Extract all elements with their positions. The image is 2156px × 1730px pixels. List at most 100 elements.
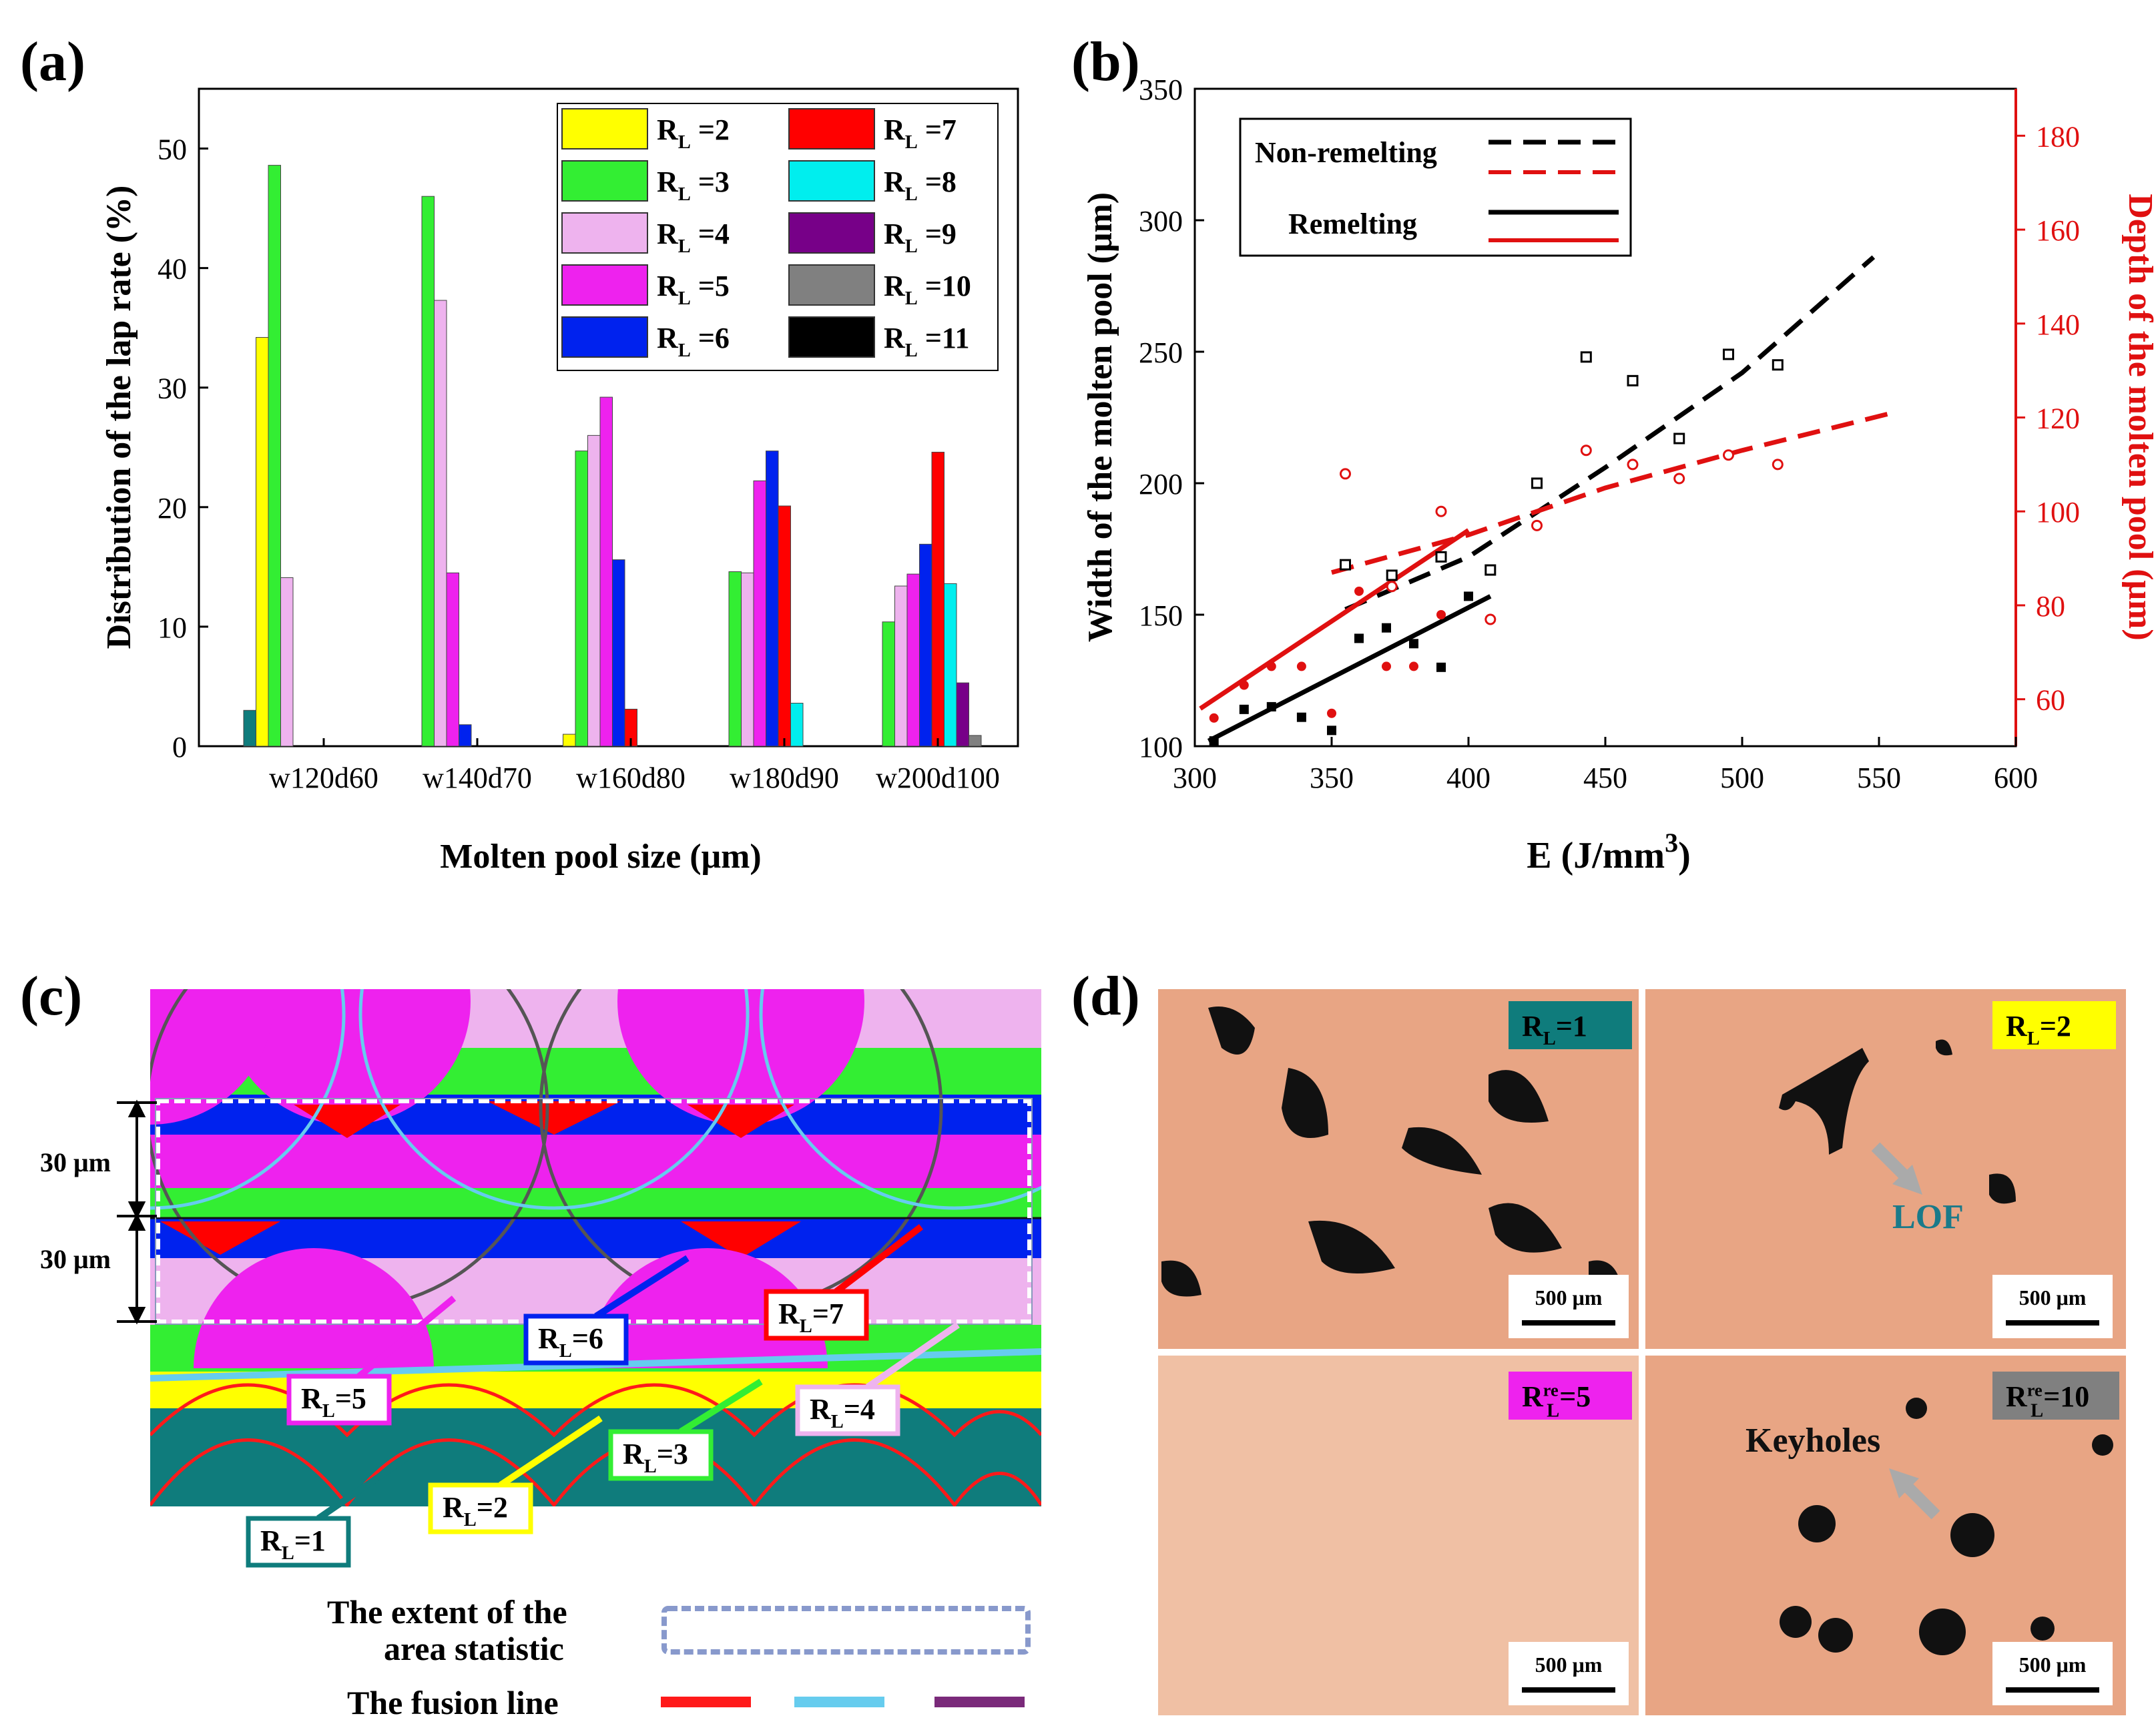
legend-a-label-RL9-rest: =9 bbox=[918, 218, 957, 250]
x-tick-label-b-300: 300 bbox=[1173, 762, 1217, 794]
label-text-RL7-base: R bbox=[778, 1298, 800, 1330]
bar-w120d60-RL1 bbox=[243, 709, 256, 747]
x-tick-label-a-w120d60: w120d60 bbox=[269, 762, 378, 794]
y-tick-label-b-left-100: 100 bbox=[1139, 731, 1183, 764]
x-tick-label-a-w160d80: w160d80 bbox=[576, 762, 686, 794]
y-tick-label-b-right-80: 80 bbox=[2036, 590, 2065, 623]
legend-remelting-label: Remelting bbox=[1288, 208, 1417, 240]
label-text-RL5: RL=5 bbox=[301, 1382, 366, 1422]
legend-a-label-RL5: RL =5 bbox=[657, 270, 730, 309]
y-tick-label-a-10: 10 bbox=[158, 611, 187, 644]
legend-a-label-RL7-sub: L bbox=[905, 132, 918, 153]
legend-a-label-RL3-rest: =3 bbox=[691, 166, 730, 198]
y-tick-label-b-right-60: 60 bbox=[2036, 684, 2065, 717]
label-text-RL3-sub: L bbox=[644, 1456, 657, 1477]
x-tick-label-b-600: 600 bbox=[1994, 762, 2038, 794]
legend-a-label-RL6-base: R bbox=[657, 322, 679, 354]
bar-w140d70-RL5 bbox=[446, 572, 459, 747]
label-text-RL4-base: R bbox=[810, 1393, 832, 1426]
point-3-7 bbox=[1409, 661, 1418, 671]
bar-w120d60-RL3 bbox=[268, 165, 281, 747]
tile-label-0-sub: L bbox=[1543, 1029, 1556, 1049]
legend-a-label-RL3-sub: L bbox=[678, 184, 691, 205]
dimension-markers bbox=[117, 1099, 157, 1325]
bar-w180d90-RL7 bbox=[778, 505, 791, 747]
bar-w200d100-RL6 bbox=[919, 543, 932, 747]
y-axis-label-b-left: Width of the molten pool (μm) bbox=[1081, 192, 1119, 642]
label-text-RL7-rest: =7 bbox=[812, 1298, 844, 1330]
panel-c-schematic: 30 μm 30 μm RL=5RL=6RL=7RL=4RL=3RL=2RL=1… bbox=[40, 989, 1041, 1721]
point-1-3 bbox=[1296, 712, 1306, 722]
tile-label-3-sup: re bbox=[2027, 1380, 2043, 1400]
bar-w160d80-RL4 bbox=[587, 435, 601, 747]
point-3-3 bbox=[1296, 661, 1306, 671]
y-tick-label-b-right-140: 140 bbox=[2036, 308, 2080, 341]
label-text-RL5-rest: =5 bbox=[335, 1382, 366, 1415]
legend-a-label-RL3-base: R bbox=[657, 166, 679, 198]
bar-w200d100-RL7 bbox=[931, 451, 945, 747]
legend-a-label-RL2-sub: L bbox=[678, 132, 691, 153]
bar-w200d100-RL3 bbox=[882, 621, 895, 747]
scale-bar-bg-1 bbox=[1992, 1275, 2113, 1338]
point-2-8 bbox=[1723, 449, 1734, 461]
legend-a-swatch-RL6 bbox=[561, 316, 648, 358]
bar-w160d80-RL6 bbox=[612, 559, 625, 747]
tile-label-bg-0 bbox=[1509, 1001, 1632, 1049]
point-0-7 bbox=[1673, 432, 1685, 445]
y-tick-label-a-20: 20 bbox=[158, 492, 187, 525]
label-text-RL6-base: R bbox=[538, 1322, 560, 1355]
legend-a-label-RL4-sub: L bbox=[678, 236, 691, 257]
legend-a-label-RL5-base: R bbox=[657, 270, 679, 302]
label-arrow-RL4 bbox=[866, 1322, 960, 1390]
legend-a-label-RL2-rest: =2 bbox=[691, 113, 730, 146]
point-1-1 bbox=[1239, 704, 1249, 714]
bar-w160d80-RL5 bbox=[599, 396, 613, 747]
tile-label-bg-1 bbox=[1992, 1001, 2116, 1049]
label-box-RL6 bbox=[523, 1314, 629, 1366]
y-tick-label-b-left-350: 350 bbox=[1139, 73, 1183, 106]
y-tick-label-b-right-120: 120 bbox=[2036, 402, 2080, 435]
bar-w140d70-RL4 bbox=[434, 300, 447, 747]
y-axis-label-b-right: Depth of the molten pool (μm) bbox=[2121, 194, 2156, 640]
point-2-7 bbox=[1673, 473, 1685, 485]
label-text-RL6-rest: =6 bbox=[572, 1322, 603, 1355]
legend-a-swatch-RL3 bbox=[561, 160, 648, 202]
tile-label-bg-2 bbox=[1509, 1372, 1632, 1420]
panel-a-bar-chart: 0 10 20 30 40 50 w120d60 w140d70 w160d80 w180d90… bbox=[100, 87, 1019, 876]
y-tick-label-b-right-100: 100 bbox=[2036, 496, 2080, 529]
tile-label-3: Rre L=10 bbox=[2006, 1380, 2089, 1422]
bar-w180d90-RL4 bbox=[741, 572, 754, 747]
label-text-RL2-rest: =2 bbox=[477, 1491, 508, 1524]
label-arrow-RL1 bbox=[316, 1452, 413, 1522]
dimension-top-label: 30 μm bbox=[40, 1147, 111, 1177]
point-0-3 bbox=[1485, 564, 1497, 576]
legend-a-label-RL10: RL =10 bbox=[884, 270, 971, 309]
legend-a-swatch-RL5 bbox=[561, 264, 648, 306]
label-arrow-RL5 bbox=[356, 1295, 457, 1379]
point-0-5 bbox=[1580, 351, 1592, 363]
point-3-0 bbox=[1209, 713, 1219, 723]
label-text-RL6: RL=6 bbox=[538, 1322, 603, 1362]
bar-w180d90-RL3 bbox=[728, 571, 742, 747]
x-axis-label-a: Molten pool size (μm) bbox=[440, 838, 761, 876]
point-2-2 bbox=[1435, 505, 1447, 517]
label-text-RL5-sub: L bbox=[322, 1401, 335, 1422]
y-tick-label-b-left-200: 200 bbox=[1139, 468, 1183, 501]
y-tick-label-b-left-300: 300 bbox=[1139, 205, 1183, 238]
point-3-2 bbox=[1266, 661, 1276, 671]
legend-a-swatch-RL10 bbox=[788, 264, 875, 306]
tile-label-0-base: R bbox=[1522, 1010, 1544, 1043]
legend-a-label-RL9: RL =9 bbox=[884, 218, 957, 257]
label-box-RL5 bbox=[286, 1374, 392, 1426]
label-text-RL4-rest: =4 bbox=[844, 1393, 875, 1426]
legend-a-label-RL11: RL =11 bbox=[884, 322, 970, 361]
point-1-0 bbox=[1209, 736, 1219, 746]
legend-a-label-RL11-rest: =11 bbox=[918, 322, 970, 354]
legend-a-swatch-RL8 bbox=[788, 160, 875, 202]
point-1-9 bbox=[1464, 591, 1473, 601]
bar-w160d80-RL3 bbox=[575, 451, 588, 747]
legend-a-label-RL4-rest: =4 bbox=[691, 218, 730, 250]
legend-a-label-RL11-sub: L bbox=[905, 340, 918, 361]
label-text-RL7-sub: L bbox=[800, 1316, 812, 1337]
